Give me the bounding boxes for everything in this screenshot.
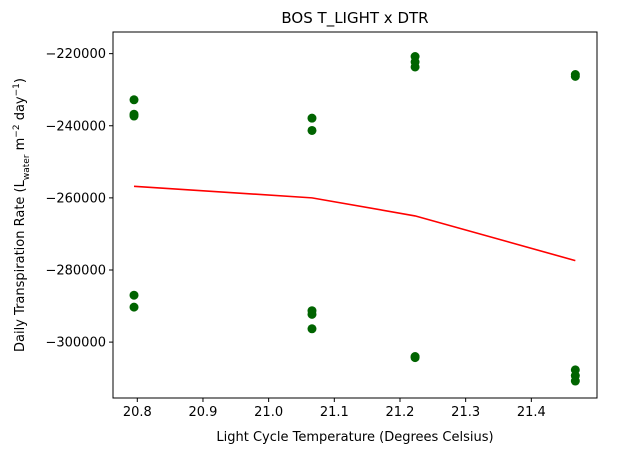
- y-tick-label: −240000: [45, 119, 106, 134]
- plot-frame: [112, 31, 598, 399]
- y-tick-label: −300000: [45, 336, 106, 351]
- scatter-point: [410, 62, 420, 72]
- scatter-point: [129, 95, 139, 105]
- x-tick-label: 20.9: [188, 405, 217, 420]
- x-tick-label: 21.4: [517, 405, 546, 420]
- x-axis-label: Light Cycle Temperature (Degrees Celsius…: [216, 430, 493, 445]
- scatter-point: [570, 71, 580, 81]
- scatter-point: [307, 125, 317, 135]
- x-tick-label: 21.0: [254, 405, 283, 420]
- chart-title: BOS T_LIGHT x DTR: [281, 9, 428, 28]
- scatter-point: [307, 309, 317, 319]
- x-tick-label: 21.3: [451, 405, 480, 420]
- y-tick-label: −220000: [45, 47, 106, 62]
- y-tick-label: −280000: [45, 263, 106, 278]
- series-line: [133, 185, 576, 262]
- scatter-point: [307, 113, 317, 123]
- scatter-point: [129, 111, 139, 121]
- scatter-point: [307, 324, 317, 334]
- y-tick-label: −260000: [45, 191, 106, 206]
- x-tick-label: 20.8: [123, 405, 152, 420]
- x-tick-label: 21.1: [320, 405, 349, 420]
- scatter-point: [570, 376, 580, 386]
- scatter-point: [129, 290, 139, 300]
- y-axis-label: Daily Transpiration Rate (Lwater m−2 day…: [12, 78, 32, 352]
- scatter-point: [410, 353, 420, 363]
- scatter-point: [129, 302, 139, 312]
- x-tick-label: 21.2: [386, 405, 415, 420]
